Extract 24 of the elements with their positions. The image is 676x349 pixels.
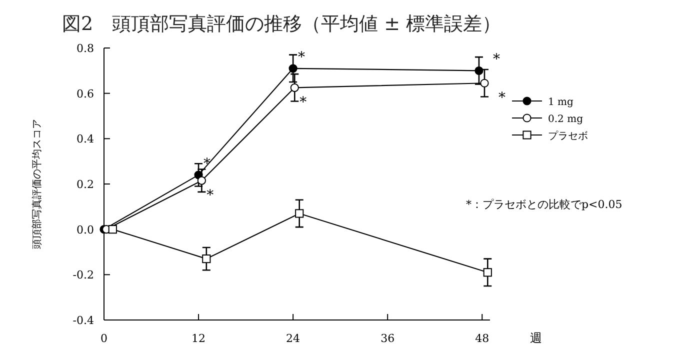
y-tick-label: 0.6	[76, 87, 94, 100]
y-tick-label: 0.4	[76, 132, 94, 146]
y-axis-title: 頭頂部写真評価の平均スコア	[31, 119, 43, 249]
y-tick-label: -0.4	[72, 314, 94, 327]
y-tick-label: 0.2	[76, 178, 94, 191]
x-tick-label: 48	[475, 332, 490, 345]
chart-title: 図2 頭頂部写真評価の推移（平均値 ± 標準誤差）	[62, 13, 502, 35]
x-tick-label: 24	[286, 332, 300, 345]
y-tick-label: 0.8	[76, 42, 94, 55]
annotation: *	[206, 188, 214, 204]
annotation: *	[300, 94, 307, 111]
legend-label: プラセボ	[548, 130, 588, 142]
legend-label: 1 mg	[548, 97, 574, 108]
annotation: *：プラセボとの比較でp<0.05	[466, 198, 622, 211]
x-tick-label: 36	[380, 332, 395, 345]
annotation: *	[492, 52, 500, 68]
y-tick-label: -0.2	[72, 268, 94, 282]
annotation: *	[298, 49, 306, 66]
legend-label: 0.2 mg	[548, 114, 584, 125]
annotation: *	[498, 90, 506, 106]
x-tick-label: 12	[192, 332, 206, 345]
x-axis-title: 週	[530, 331, 542, 345]
y-tick-label: 0.0	[76, 223, 94, 236]
x-tick-label: 0	[100, 332, 108, 345]
